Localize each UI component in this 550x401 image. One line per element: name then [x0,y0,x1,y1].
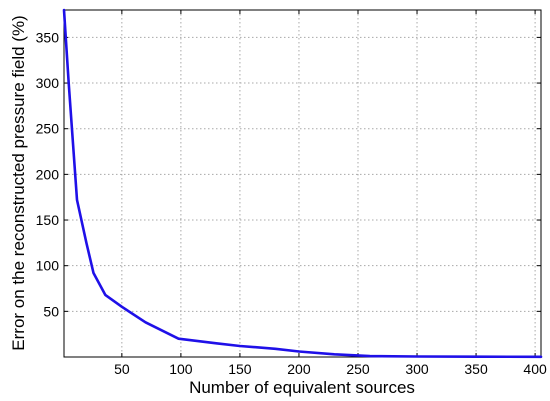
y-tick-label: 250 [36,121,60,137]
y-tick-label: 200 [36,166,60,182]
series-line [62,8,543,359]
y-tick-label: 50 [43,303,59,319]
x-tick-label: 400 [523,361,547,377]
y-axis-title: Error on the reconstructed pressure fiel… [9,15,28,350]
x-tick-label: 250 [346,361,370,377]
plot-frame [63,9,542,358]
axis-ticks: 50 100 150 200 250 300 350 400 50 100 150 200 250 300… [36,10,547,377]
x-tick-label: 50 [114,361,130,377]
x-tick-label: 200 [287,361,311,377]
series-layer [62,8,543,359]
y-tick-label: 300 [36,75,60,91]
x-tick-label: 100 [169,361,193,377]
y-tick-label: 100 [36,258,60,274]
grid [64,10,541,357]
x-tick-label: 150 [228,361,252,377]
y-tick-label: 350 [36,29,60,45]
y-tick-label: 150 [36,212,60,228]
x-tick-label: 350 [464,361,488,377]
x-axis-title: Number of equivalent sources [189,378,415,397]
x-tick-label: 300 [405,361,429,377]
